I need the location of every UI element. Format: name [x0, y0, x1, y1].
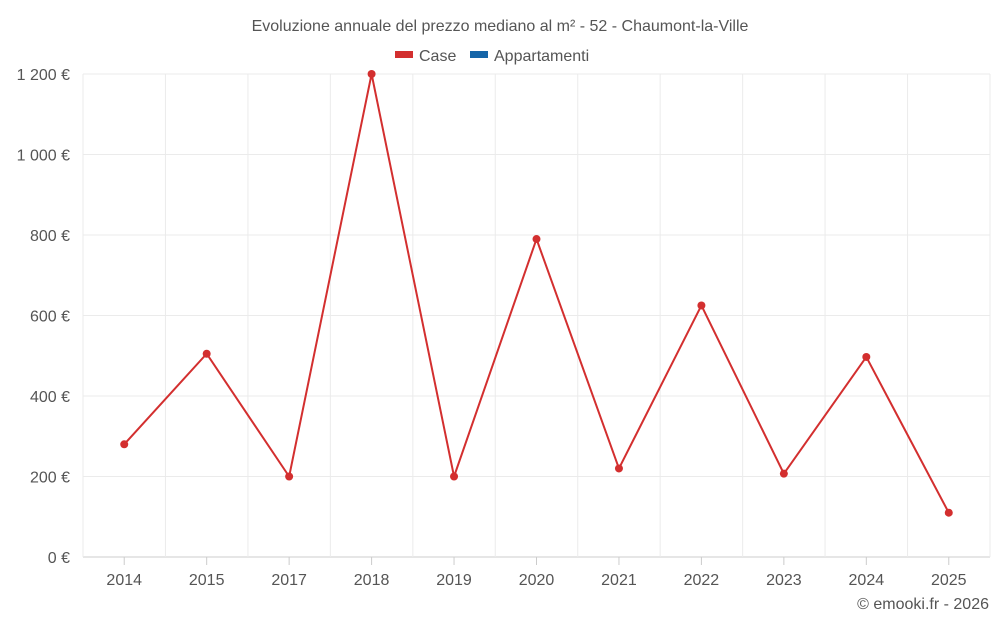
x-axis: 2014 2015 2017 2018 2019 2020 2021 2022 2023 2024…	[106, 557, 967, 589]
data-point-case-2021[interactable]	[614, 464, 623, 473]
x-tick-label: 2023	[766, 572, 802, 589]
y-tick-label: 400 €	[30, 389, 70, 406]
y-tick-label: 200 €	[30, 470, 70, 487]
data-point-case-2015[interactable]	[202, 349, 211, 358]
x-tick-label: 2020	[519, 572, 555, 589]
legend: Case Appartamenti	[395, 48, 589, 65]
x-tick-label: 2018	[354, 572, 390, 589]
chart-title: Evoluzione annuale del prezzo mediano al…	[252, 18, 749, 35]
legend-label-appartamenti[interactable]: Appartamenti	[494, 48, 589, 65]
x-tick-label: 2017	[271, 572, 307, 589]
data-point-case-2018[interactable]	[367, 70, 376, 78]
data-point-case-2019[interactable]	[450, 472, 459, 481]
x-tick-label: 2022	[684, 572, 720, 589]
data-point-case-2025[interactable]	[944, 508, 953, 517]
y-tick-label: 0 €	[48, 550, 70, 567]
legend-swatch-case	[395, 51, 413, 58]
x-tick-label: 2025	[931, 572, 967, 589]
credit: © emooki.fr - 2026	[857, 596, 989, 613]
x-tick-label: 2024	[849, 572, 885, 589]
y-tick-label: 600 €	[30, 309, 70, 326]
data-point-case-2017[interactable]	[285, 472, 294, 481]
y-axis: 0 € 200 € 400 € 600 € 800 € 1 000 € 1 200 €	[17, 67, 70, 567]
data-point-case-2023[interactable]	[779, 469, 788, 478]
x-tick-label: 2015	[189, 572, 225, 589]
grid	[82, 73, 991, 558]
data-point-case-2022[interactable]	[697, 301, 706, 310]
series-case	[120, 70, 953, 517]
data-point-case-2014[interactable]	[120, 440, 129, 449]
data-point-case-2024[interactable]	[862, 352, 871, 361]
x-tick-label: 2021	[601, 572, 637, 589]
x-tick-label: 2019	[436, 572, 472, 589]
y-tick-label: 1 200 €	[17, 67, 70, 84]
x-tick-label: 2014	[106, 572, 142, 589]
data-point-case-2020[interactable]	[532, 235, 541, 244]
legend-label-case[interactable]: Case	[419, 48, 456, 65]
y-tick-label: 800 €	[30, 228, 70, 245]
y-tick-label: 1 000 €	[17, 148, 70, 165]
legend-swatch-appartamenti	[470, 51, 488, 58]
